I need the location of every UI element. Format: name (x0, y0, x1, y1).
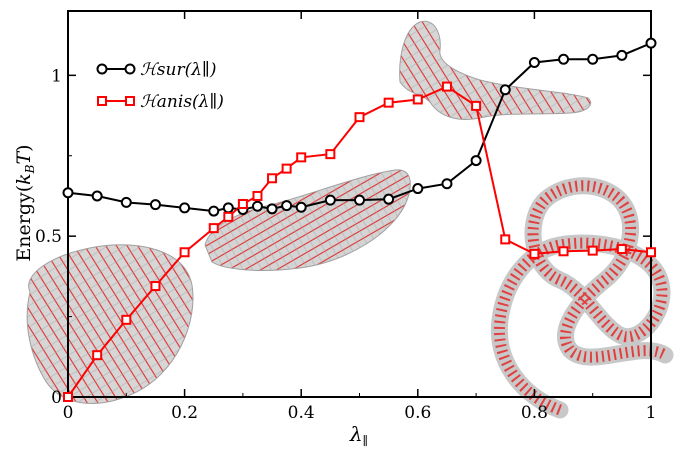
data-point-sur (266, 203, 278, 215)
legend-entry-sur: ℋsur(λ∥) (96, 60, 217, 80)
data-point-sur (179, 202, 191, 214)
y-tick-label: 1 (51, 66, 62, 86)
data-point-anis (325, 149, 336, 160)
data-point-anis (267, 173, 278, 184)
x-tick-label: 0.8 (521, 403, 548, 423)
data-point-anis (616, 244, 627, 255)
data-point-sur (616, 49, 628, 61)
data-point-anis (500, 234, 511, 245)
legend-marker-circle (124, 63, 136, 75)
y-tick-label: 0 (51, 388, 62, 408)
vesicle-tube-top (399, 20, 592, 120)
data-point-sur (558, 53, 570, 65)
data-point-sur (587, 53, 599, 65)
legend: ℋsur(λ∥) ℋanis(λ∥) (96, 60, 224, 112)
data-point-sur (324, 194, 336, 206)
y-tick-label: 0.5 (35, 227, 62, 247)
y-axis-label: Energy(kBT) (13, 144, 37, 261)
data-point-anis (150, 281, 161, 292)
data-point-anis (354, 112, 365, 123)
data-point-anis (529, 248, 540, 259)
data-point-anis (208, 223, 219, 234)
data-point-sur (470, 155, 482, 167)
data-point-anis (237, 199, 248, 209)
data-point-sur (499, 84, 511, 96)
data-point-anis (281, 163, 292, 174)
data-point-anis (63, 392, 73, 402)
x-tick-label: 0 (63, 403, 74, 423)
data-point-sur (441, 178, 453, 190)
data-point-sur (120, 196, 132, 208)
axis-ticks: 0 0.2 0.4 0.6 0.8 1 0 0.5 1 (35, 11, 656, 423)
vesicle-images (26, 20, 674, 419)
x-tick-label: 1 (646, 403, 657, 423)
data-point-sur (149, 199, 161, 211)
x-tick-label: 0.2 (171, 403, 198, 423)
data-point-sur (62, 187, 74, 199)
vesicle-blob-center (204, 169, 411, 271)
data-point-anis (383, 97, 394, 108)
data-point-sur (281, 200, 293, 212)
data-point-anis (558, 246, 569, 257)
legend-label-anis: ℋanis(λ∥) (140, 92, 224, 112)
x-tick-label: 0.6 (404, 403, 431, 423)
x-axis-label: λ∥ (349, 422, 368, 448)
legend-entry-anis: ℋanis(λ∥) (97, 92, 224, 112)
data-point-anis (296, 152, 307, 163)
vesicle-blob-left (26, 244, 194, 404)
data-point-sur (354, 194, 365, 206)
legend-label-sur: ℋsur(λ∥) (140, 60, 217, 80)
data-point-sur (91, 190, 103, 202)
data-point-anis (646, 247, 656, 258)
data-point-sur (295, 201, 307, 213)
data-point-sur (528, 56, 540, 68)
legend-marker-circle (96, 63, 108, 75)
data-point-anis (223, 211, 234, 222)
series-markers (62, 37, 657, 402)
data-point-sur (412, 183, 424, 195)
data-point-anis (471, 100, 482, 111)
data-point-sur (645, 37, 657, 49)
data-point-anis (587, 245, 598, 256)
vesicle-tube-right (490, 177, 674, 419)
data-point-sur (208, 205, 220, 217)
data-point-sur (222, 202, 234, 214)
data-point-sur (251, 200, 263, 212)
legend-marker-square (125, 96, 135, 106)
data-point-anis (92, 350, 103, 361)
data-point-anis (121, 314, 132, 325)
x-tick-label: 0.4 (288, 403, 315, 423)
data-point-anis (412, 94, 423, 105)
data-point-anis (441, 81, 452, 92)
data-point-anis (252, 190, 263, 201)
data-point-sur (383, 193, 395, 205)
data-point-anis (179, 247, 190, 258)
legend-marker-square (97, 96, 107, 106)
